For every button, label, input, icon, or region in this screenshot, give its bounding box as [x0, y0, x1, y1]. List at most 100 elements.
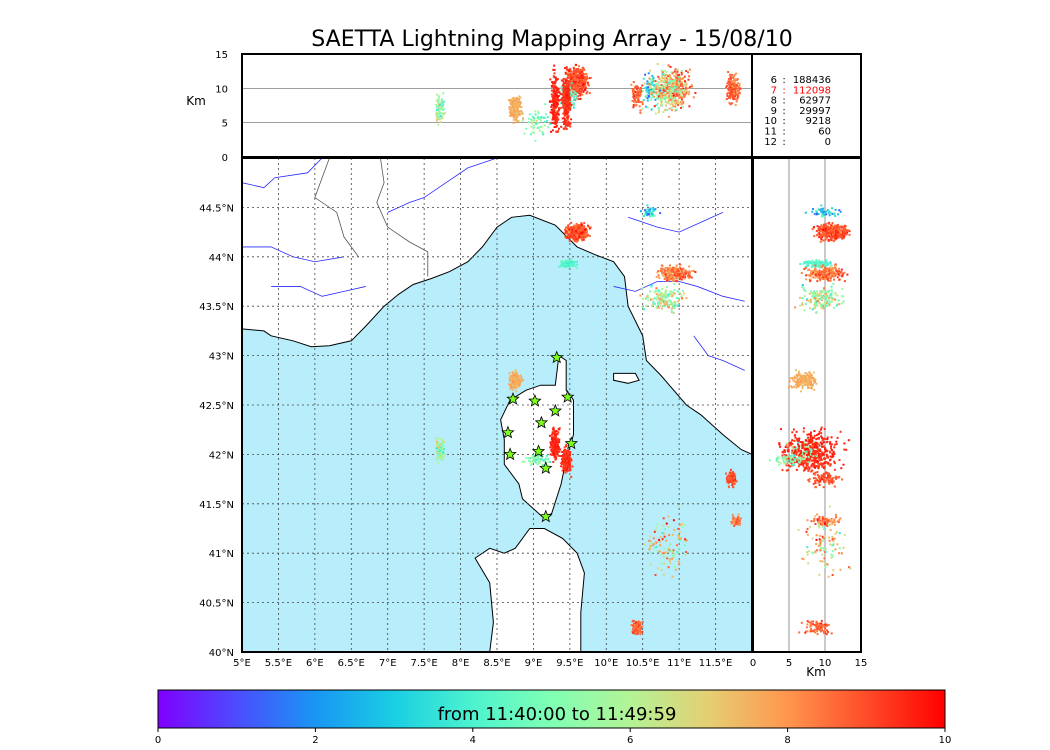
lightning-source-altitude [669, 98, 672, 101]
lightning-source [651, 304, 653, 307]
lightning-source [586, 234, 589, 237]
lightning-source [521, 460, 524, 463]
lightning-source-altitude [545, 120, 548, 123]
lightning-source-altitude [515, 120, 518, 122]
lightning-source [667, 299, 670, 302]
lightning-source-altitude [635, 86, 638, 88]
lightning-source-latitude [815, 263, 818, 265]
lightning-source-altitude [727, 88, 730, 90]
lightning-source [672, 549, 675, 552]
lightning-source [517, 379, 520, 382]
lightning-source-altitude [673, 70, 676, 73]
lightning-source-altitude [675, 88, 678, 91]
lightning-source [570, 233, 573, 236]
lightning-source-altitude [511, 97, 514, 100]
lightning-source-altitude [442, 100, 445, 103]
lightning-source-altitude [663, 80, 665, 83]
lightning-source [674, 268, 676, 271]
lightning-source-altitude [671, 109, 673, 112]
lightning-source-altitude [734, 104, 737, 107]
lightning-source-altitude [633, 95, 636, 98]
lightning-source-altitude [670, 101, 673, 104]
lightning-source [567, 224, 570, 227]
lightning-source-altitude [728, 84, 731, 87]
lightning-source [683, 277, 686, 280]
lightning-source-latitude [834, 226, 837, 229]
lightning-source-altitude [586, 77, 589, 80]
lightning-source-altitude [439, 105, 442, 108]
lightning-source-altitude [657, 107, 660, 109]
lightning-source-altitude [672, 92, 674, 94]
lightning-source [677, 560, 680, 563]
lightning-source-altitude [637, 90, 640, 93]
lightning-source-altitude [673, 75, 676, 77]
lightning-source-altitude [520, 101, 522, 104]
lightning-source [634, 620, 637, 623]
lightning-source [664, 269, 667, 272]
lightning-source-altitude [653, 84, 656, 87]
lightning-source [574, 227, 577, 230]
lightning-source-altitude [663, 86, 666, 89]
lightning-source [555, 430, 558, 433]
lightning-source-latitude [805, 266, 807, 269]
lightning-source-altitude [678, 86, 680, 89]
lightning-source-latitude [840, 270, 843, 273]
lightning-source [571, 465, 574, 468]
lightning-source [680, 275, 683, 278]
lightning-source-latitude [811, 272, 814, 275]
lightning-source [653, 543, 656, 545]
lightning-source-latitude [822, 225, 825, 228]
lightning-source [665, 289, 668, 292]
lightning-source [660, 569, 663, 572]
station-count-separator: : [782, 137, 785, 148]
lightning-source [638, 624, 641, 626]
lightning-source [678, 273, 681, 276]
lightning-source [440, 455, 443, 458]
lightning-source-altitude [687, 93, 690, 96]
lightning-source [561, 260, 564, 263]
lightning-source-altitude [727, 86, 730, 89]
lightning-source-altitude [553, 82, 556, 85]
lightning-source-altitude [567, 100, 570, 102]
lightning-source [659, 293, 662, 296]
lightning-source-altitude [565, 127, 568, 130]
lightning-source-altitude [573, 77, 576, 80]
lightning-source-altitude [573, 97, 576, 100]
lightning-source-altitude [737, 89, 740, 92]
lightning-source-altitude [682, 89, 684, 92]
lightning-source [669, 550, 672, 553]
lightning-source-altitude [570, 84, 573, 87]
lightning-source [570, 236, 573, 238]
lightning-source [666, 557, 669, 560]
lightning-source-altitude [665, 89, 668, 92]
lightning-source [558, 265, 561, 268]
lightning-source [655, 546, 658, 549]
lightning-source-altitude [435, 104, 438, 106]
lightning-source-altitude [683, 89, 686, 92]
lightning-source [733, 472, 736, 475]
lightning-source-altitude [667, 86, 670, 89]
lightning-source [560, 263, 563, 266]
lightning-source [439, 455, 442, 458]
lightning-source [673, 282, 676, 285]
lightning-source-altitude [665, 73, 668, 76]
lightning-source [671, 554, 674, 557]
lightning-source [440, 438, 443, 441]
lightning-source-altitude [437, 123, 440, 126]
lightning-source-altitude [735, 97, 737, 100]
lightning-source-latitude [833, 272, 836, 275]
lightning-source [663, 552, 666, 555]
lightning-source [566, 227, 569, 230]
lightning-source-altitude [557, 88, 560, 91]
lightning-source-altitude [675, 94, 678, 97]
lightning-source [684, 269, 687, 272]
lightning-source-altitude [517, 112, 520, 115]
station-star-icon [501, 425, 515, 439]
lightning-source-altitude [577, 92, 580, 95]
lightning-source [738, 520, 741, 523]
lightning-source [553, 446, 556, 449]
lightning-source-altitude [651, 75, 654, 77]
lightning-source-altitude [684, 80, 686, 83]
lightning-source-altitude [680, 96, 683, 99]
lightning-source-altitude [560, 89, 563, 92]
